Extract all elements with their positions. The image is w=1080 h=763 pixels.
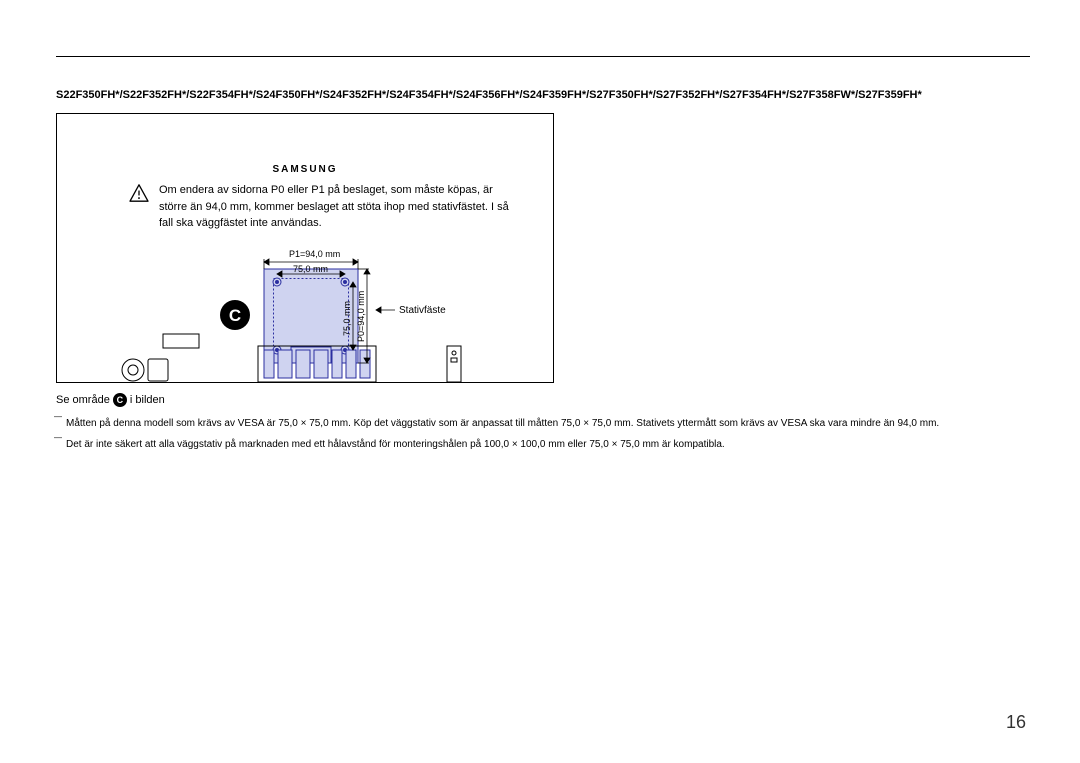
caption-pre: Se område [56, 394, 113, 406]
model-list: S22F350FH*/S22F352FH*/S22F354FH*/S24F350… [56, 89, 1030, 101]
dim-75h: 75,0 mm [342, 301, 352, 336]
mount-diagram: P1=94,0 mm 75,0 mm 75,0 mm [57, 114, 555, 384]
footnote-2: Det är inte säkert att alla väggstativ p… [56, 436, 1030, 453]
figure-caption: Se område C i bilden [56, 393, 1030, 407]
top-rule [56, 56, 1030, 57]
page-number: 16 [1006, 712, 1026, 733]
figure-box: SAMSUNG Om endera av sidorna P0 eller P1… [56, 113, 554, 383]
footnote-1: Måtten på denna modell som krävs av VESA… [56, 415, 1030, 432]
stand-label: Stativfäste [399, 305, 446, 316]
caption-post: i bilden [127, 394, 165, 406]
dim-p1: P1=94,0 mm [289, 249, 340, 259]
marker-c: C [229, 306, 241, 325]
page: S22F350FH*/S22F352FH*/S22F354FH*/S24F350… [0, 0, 1080, 763]
inline-marker-c: C [113, 393, 127, 407]
dim-p0: P0=94,0 mm [356, 291, 366, 342]
dim-75w: 75,0 mm [293, 264, 328, 274]
